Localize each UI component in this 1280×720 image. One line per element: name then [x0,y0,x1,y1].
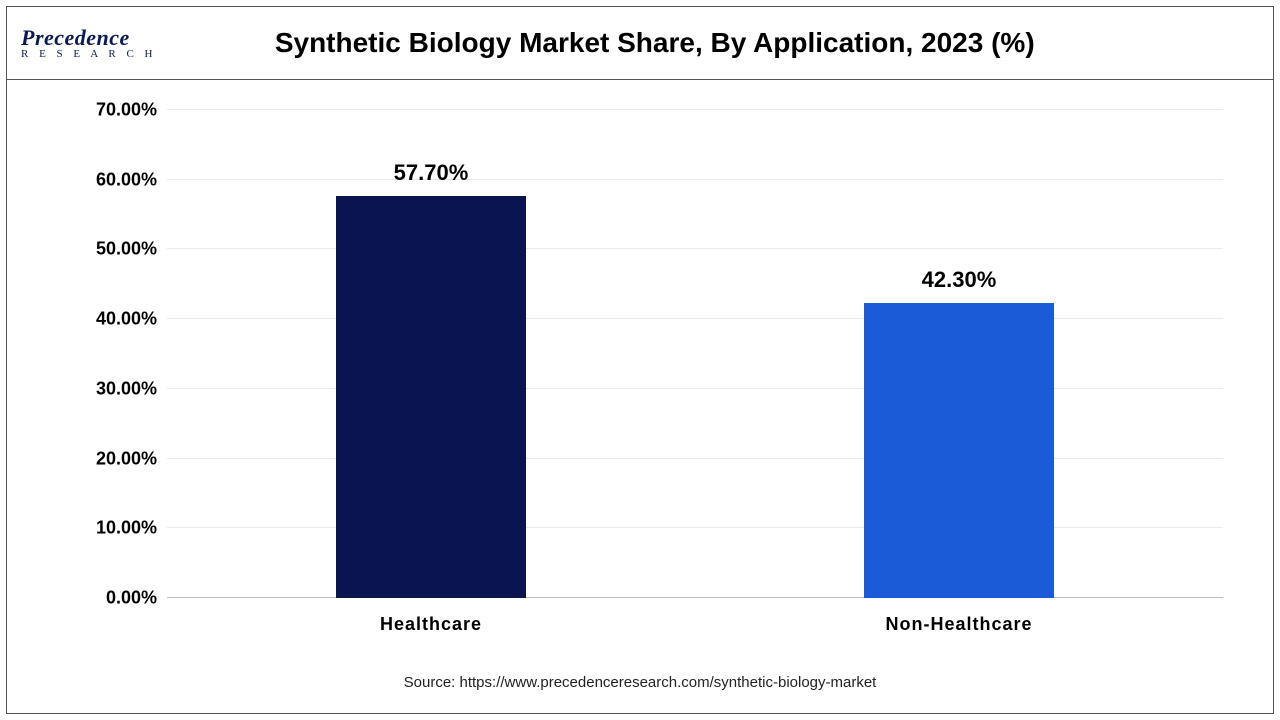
bar-value-label: 57.70% [394,160,469,186]
plot-area: 0.00%10.00%20.00%30.00%40.00%50.00%60.00… [167,110,1223,598]
y-tick-label: 50.00% [96,239,157,260]
gridline [167,388,1223,389]
bar: 42.30% [864,303,1054,598]
y-tick-label: 20.00% [96,448,157,469]
brand-logo: Precedence R E S E A R C H [21,27,157,60]
chart-title: Synthetic Biology Market Share, By Appli… [157,27,1274,59]
y-tick-label: 40.00% [96,309,157,330]
chart-frame: 0.00% 10.00% 20.00% 30.00% 40.00% 50.00% 60.00… [6,80,1274,714]
gridline [167,248,1223,249]
gridline [167,527,1223,528]
gridline [167,318,1223,319]
y-tick-label: 10.00% [96,518,157,539]
gridline [167,109,1223,110]
y-tick-label: 0.00% [106,588,157,609]
x-tick-label: Non-Healthcare [885,614,1032,635]
logo-line2: R E S E A R C H [21,49,157,60]
x-tick-label: Healthcare [380,614,482,635]
gridline [167,179,1223,180]
bar-value-label: 42.30% [922,267,997,293]
gridline [167,458,1223,459]
x-axis-baseline [167,597,1223,598]
y-tick-label: 30.00% [96,378,157,399]
header-bar: Precedence R E S E A R C H Synthetic Bio… [6,6,1274,80]
y-tick-label: 60.00% [96,169,157,190]
source-citation: Source: https://www.precedenceresearch.c… [7,674,1273,691]
bar: 57.70% [336,196,526,598]
logo-line1: Precedence [21,27,157,49]
y-tick-label: 70.00% [96,100,157,121]
